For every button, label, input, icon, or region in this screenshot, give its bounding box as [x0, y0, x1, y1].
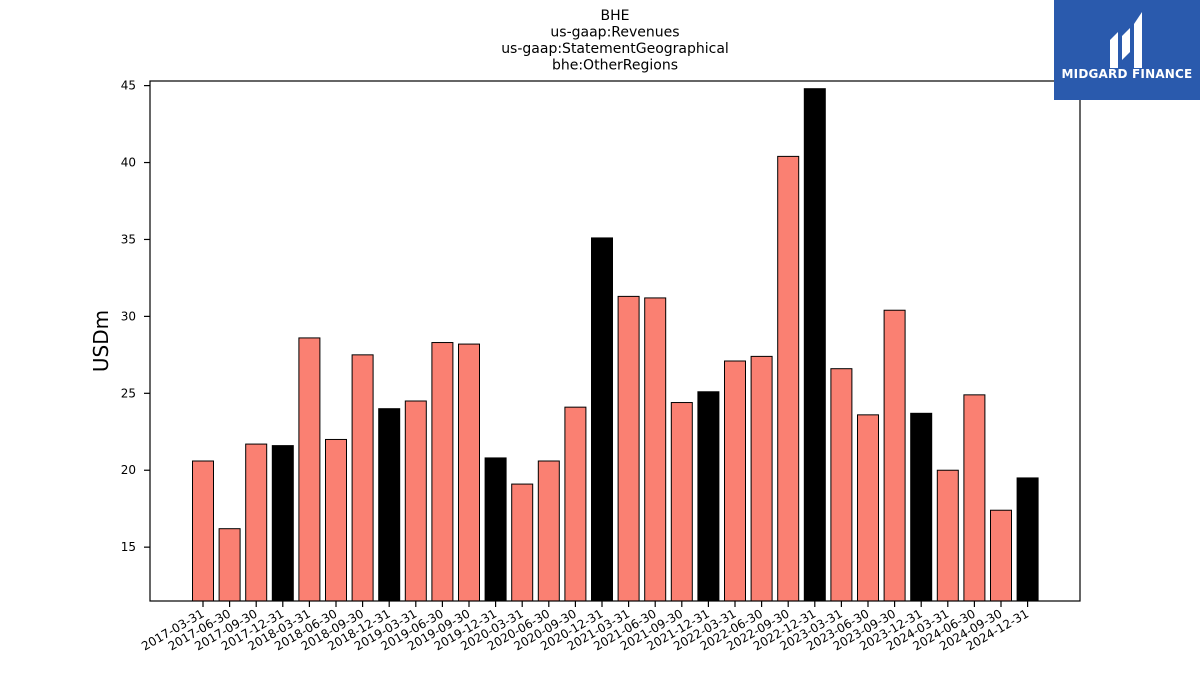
bar — [325, 438, 347, 602]
bar — [458, 343, 480, 602]
bar — [564, 406, 587, 602]
bar — [644, 297, 667, 602]
bar — [910, 412, 933, 602]
bar — [218, 528, 241, 602]
bar — [511, 483, 534, 602]
bar — [963, 394, 986, 602]
chart-title-line: us-gaap:Revenues — [550, 25, 679, 41]
bar — [883, 309, 906, 602]
bar — [857, 414, 879, 602]
bar — [936, 469, 959, 602]
bar — [404, 400, 427, 602]
y-tick-label: 45 — [121, 79, 136, 93]
y-tick-label: 30 — [121, 309, 136, 323]
y-tick-label: 20 — [121, 463, 136, 477]
brand-logo-icon — [1110, 12, 1142, 68]
bar — [803, 88, 826, 602]
bar — [1016, 477, 1039, 602]
bar — [617, 295, 640, 602]
chart-title-line: bhe:OtherRegions — [552, 58, 678, 74]
y-axis-label: USDm — [89, 310, 113, 372]
bar — [245, 443, 268, 602]
bar — [271, 445, 294, 602]
bar — [192, 460, 214, 602]
bar — [378, 408, 401, 602]
y-tick-label: 35 — [121, 232, 136, 246]
brand-logo: MIDGARD FINANCE — [1054, 0, 1200, 100]
bars-group — [192, 88, 1039, 602]
bar — [697, 391, 720, 602]
bar — [670, 402, 693, 602]
plot-frame — [149, 80, 1081, 602]
chart-title-line: BHE — [601, 8, 630, 24]
bar — [351, 354, 374, 602]
bar — [750, 355, 773, 602]
bar — [537, 460, 560, 602]
x-axis: 2017-03-312017-06-302017-09-302017-12-31… — [139, 601, 1031, 653]
y-tick-label: 15 — [121, 540, 136, 554]
y-tick-label: 25 — [121, 386, 136, 400]
y-tick-label: 40 — [121, 156, 136, 170]
bar — [298, 337, 321, 602]
bar — [484, 457, 507, 602]
bar — [990, 509, 1012, 602]
chart-title-line: us-gaap:StatementGeographical — [501, 41, 729, 57]
bar — [431, 342, 454, 602]
y-axis: 15 20 25 30 35 40 45 — [121, 79, 150, 554]
bar — [724, 360, 746, 602]
bar — [591, 237, 613, 602]
bar — [830, 368, 853, 602]
bar — [777, 155, 800, 602]
brand-logo-text: MIDGARD FINANCE — [1061, 67, 1193, 81]
chart-title: BHEus-gaap:Revenuesus-gaap:StatementGeog… — [501, 8, 729, 74]
